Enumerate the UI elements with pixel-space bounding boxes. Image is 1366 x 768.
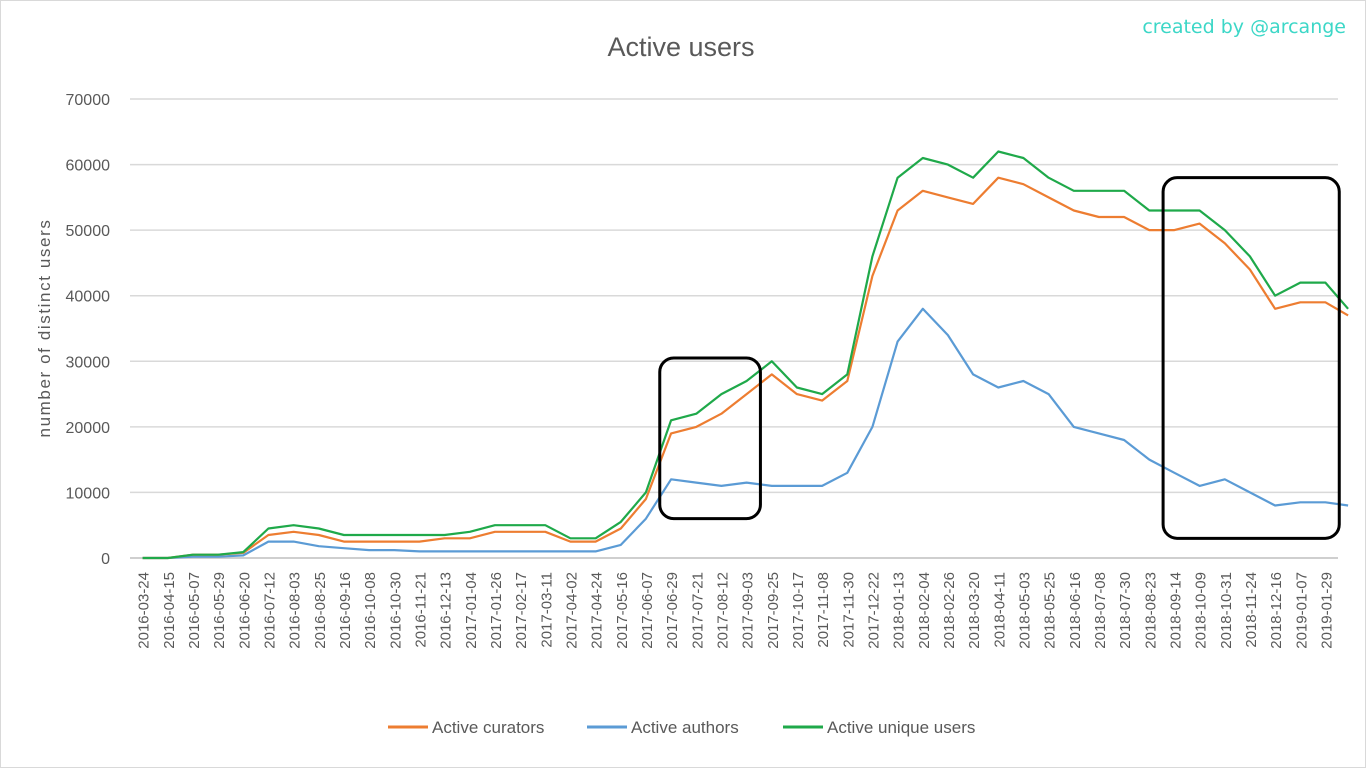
x-tick-label: 2017-07-21 [689,572,706,649]
x-tick-label: 2016-12-13 [438,572,455,649]
x-tick-label: 2017-04-24 [589,572,606,649]
highlight-box [1161,176,1341,540]
x-tick-label: 2016-09-16 [337,572,354,649]
x-tick-label: 2018-04-11 [991,572,1008,648]
x-tick-label: 2017-06-07 [639,572,656,649]
x-tick-label: 2016-11-21 [412,572,429,648]
series-line-authors [142,307,1349,560]
x-tick-label: 2016-05-29 [211,572,228,649]
highlight-box [658,356,762,521]
credit-label: created by @arcange [1142,16,1346,38]
x-tick-label: 2018-05-03 [1016,572,1033,649]
y-tick-label: 50000 [66,223,111,240]
x-tick-label: 2016-03-24 [136,572,153,649]
legend-label-authors: Active authors [631,718,739,737]
x-tick-label: 2018-05-25 [1042,572,1059,649]
x-tick-label: 2018-02-04 [916,572,933,649]
x-tick-label: 2017-06-29 [664,572,681,649]
y-tick-label: 30000 [66,354,111,371]
x-tick-label: 2017-03-11 [538,572,555,648]
x-tick-label: 2018-08-23 [1142,572,1159,649]
x-tick-label: 2016-10-30 [387,572,404,649]
x-tick-label: 2018-10-31 [1218,572,1235,649]
x-tick-label: 2016-08-03 [287,572,304,649]
x-tick-label: 2017-09-03 [740,572,757,649]
y-tick-label: 70000 [66,92,111,109]
x-tick-label: 2017-02-17 [513,572,530,649]
y-tick-label: 10000 [66,485,111,502]
x-tick-label: 2018-09-14 [1167,572,1184,649]
x-tick-label: 2016-08-25 [312,572,329,649]
x-tick-label: 2017-04-02 [563,572,580,649]
x-tick-label: 2019-01-07 [1293,572,1310,649]
x-tick-label: 2017-11-30 [840,572,857,648]
y-axis-label: number of distinct users [35,219,54,438]
x-tick-label: 2017-05-16 [614,572,631,649]
x-tick-label: 2017-08-12 [714,572,731,649]
grid-lines [130,98,1338,494]
x-tick-label: 2019-01-29 [1318,572,1335,649]
x-tick-label: 2017-10-17 [790,572,807,649]
x-axis-ticks: 2016-03-24 2016-04-15 2016-05-07 2016-05-29… [136,572,1336,649]
x-tick-label: 2018-03-20 [966,572,983,649]
x-tick-label: 2018-10-09 [1193,572,1210,649]
x-tick-label: 2018-02-26 [941,572,958,649]
x-tick-label: 2018-06-16 [1067,572,1084,649]
x-tick-label: 2018-01-13 [891,572,908,649]
y-tick-label: 40000 [66,289,111,306]
x-tick-label: 2018-07-30 [1117,572,1134,649]
series-line-unique [142,150,1349,560]
x-tick-label: 2018-11-24 [1243,572,1260,648]
x-tick-label: 2017-01-04 [463,572,480,649]
x-tick-label: 2017-11-08 [815,572,832,648]
legend: Active curators Active authors Active uniq… [388,718,975,737]
y-tick-label: 60000 [66,158,111,175]
series-line-curators [142,176,1349,560]
y-tick-label: 0 [101,551,110,568]
chart-title: Active users [607,32,754,62]
y-tick-label: 20000 [66,420,111,437]
x-tick-label: 2016-10-08 [362,572,379,649]
series-lines [142,150,1349,560]
highlight-boxes [658,176,1341,540]
y-axis-ticks: 0 10000 20000 30000 40000 50000 60000 70000 [66,92,111,568]
x-tick-label: 2016-07-12 [261,572,278,649]
x-tick-label: 2017-12-22 [865,572,882,649]
x-tick-label: 2017-01-26 [488,572,505,649]
x-tick-label: 2018-12-16 [1268,572,1285,649]
legend-label-curators: Active curators [432,718,544,737]
x-tick-label: 2016-05-07 [186,572,203,649]
x-tick-label: 2017-09-25 [765,572,782,649]
x-tick-label: 2016-04-15 [161,572,178,649]
x-tick-label: 2016-06-20 [236,572,253,649]
legend-label-unique: Active unique users [827,718,975,737]
x-tick-label: 2018-07-08 [1092,572,1109,649]
